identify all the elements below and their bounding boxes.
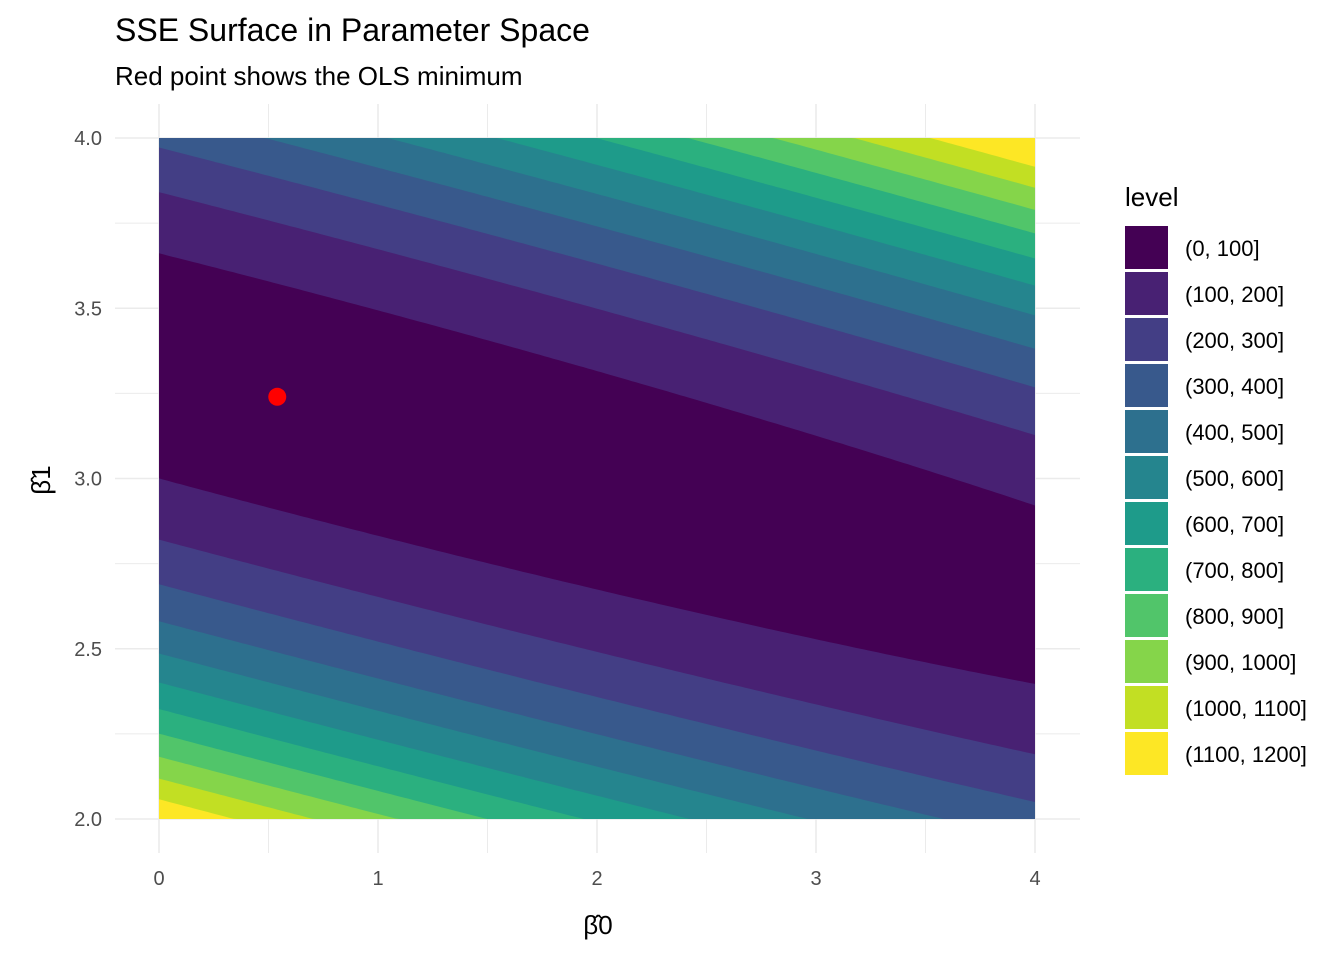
legend-key (1125, 548, 1168, 591)
chart-subtitle: Red point shows the OLS minimum (115, 61, 523, 91)
legend-label: (800, 900] (1185, 604, 1284, 629)
legend-label: (900, 1000] (1185, 650, 1296, 675)
chart-title: SSE Surface in Parameter Space (115, 12, 590, 48)
legend-key (1125, 686, 1168, 729)
y-tick-label: 3.0 (74, 469, 102, 491)
legend-label: (700, 800] (1185, 558, 1284, 583)
legend-key (1125, 364, 1168, 407)
legend-label: (0, 100] (1185, 236, 1260, 261)
legend-label: (300, 400] (1185, 374, 1284, 399)
legend-title: level (1125, 182, 1178, 212)
x-tick-labels: 0 1 2 3 4 (153, 868, 1040, 890)
x-tick-label: 4 (1029, 868, 1040, 890)
y-tick-label: 3.5 (74, 298, 102, 320)
x-axis-label: β̂0 (583, 910, 612, 940)
legend-key (1125, 410, 1168, 453)
x-tick-label: 3 (810, 868, 821, 890)
legend-label: (600, 700] (1185, 512, 1284, 537)
legend-label: (400, 500] (1185, 420, 1284, 445)
x-tick-label: 1 (372, 868, 383, 890)
legend-key (1125, 502, 1168, 545)
ols-minimum-point (268, 387, 287, 406)
x-tick-label: 2 (591, 868, 602, 890)
legend-key (1125, 594, 1168, 637)
y-tick-labels: 2.0 2.5 3.0 3.5 4.0 (74, 128, 102, 831)
legend-key (1125, 640, 1168, 683)
legend-key (1125, 456, 1168, 499)
legend-key (1125, 732, 1168, 775)
y-tick-label: 2.0 (74, 809, 102, 831)
y-tick-label: 4.0 (74, 128, 102, 150)
y-tick-label: 2.5 (74, 639, 102, 661)
y-axis-label: β̂1 (26, 465, 56, 494)
legend-label: (200, 300] (1185, 328, 1284, 353)
legend-key (1125, 272, 1168, 315)
legend-label: (1000, 1100] (1185, 696, 1307, 721)
legend: (0, 100] (100, 200] (200, 300] (300, 400] (4… (1125, 226, 1307, 775)
legend-label: (100, 200] (1185, 282, 1284, 307)
legend-key (1125, 226, 1168, 269)
legend-key (1125, 318, 1168, 361)
contour-band-0 (159, 253, 1035, 684)
legend-label: (500, 600] (1185, 466, 1284, 491)
x-tick-label: 0 (153, 868, 164, 890)
contour-bands (159, 138, 1035, 819)
legend-label: (1100, 1200] (1185, 742, 1307, 767)
